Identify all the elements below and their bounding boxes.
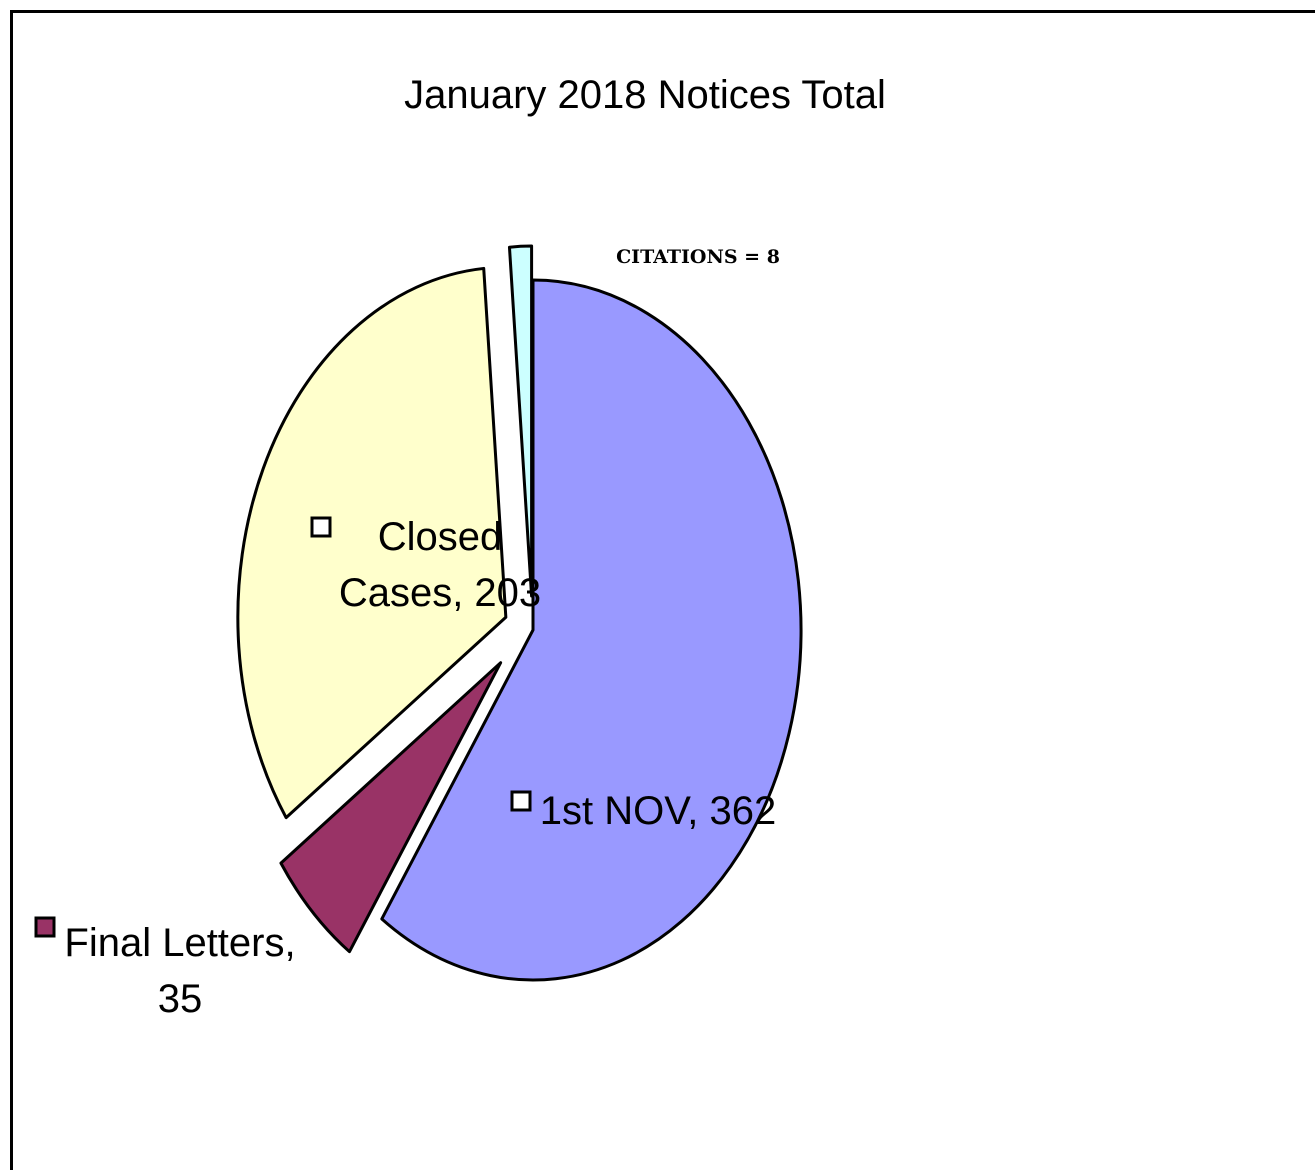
data-label-line: Cases, 203 (339, 571, 541, 615)
data-label-closed-cases: Closed Cases, 203 (339, 515, 541, 615)
legend-marker-final-letters (34, 916, 56, 938)
legend-marker-closed-cases (310, 516, 332, 538)
data-label-line: CITATIONS = 8 (616, 246, 780, 268)
pie-slice-final-letters (279, 661, 503, 954)
data-label-final-letters: Final Letters, 35 (64, 921, 295, 1021)
slice-labels: 1st NOV, 362 Final Letters, 35 Closed Cases,… (34, 246, 780, 1021)
pie-slice-citations (507, 244, 534, 598)
data-label-line: 1st NOV, 362 (540, 789, 776, 833)
legend-marker-1st-nov (510, 790, 532, 812)
pie-slices (236, 244, 803, 982)
pie-slice-1st-nov (380, 278, 803, 982)
chart-frame (10, 10, 1315, 1170)
data-label-1st-nov: 1st NOV, 362 (540, 789, 776, 833)
data-label-line: Closed (378, 515, 503, 559)
chart-title: January 2018 Notices Total (404, 73, 886, 117)
data-label-line: Final Letters, (64, 921, 295, 965)
pie-slice-closed-cases (236, 266, 508, 820)
data-label-line: 35 (158, 977, 203, 1021)
data-label-citations: CITATIONS = 8 (616, 246, 780, 268)
